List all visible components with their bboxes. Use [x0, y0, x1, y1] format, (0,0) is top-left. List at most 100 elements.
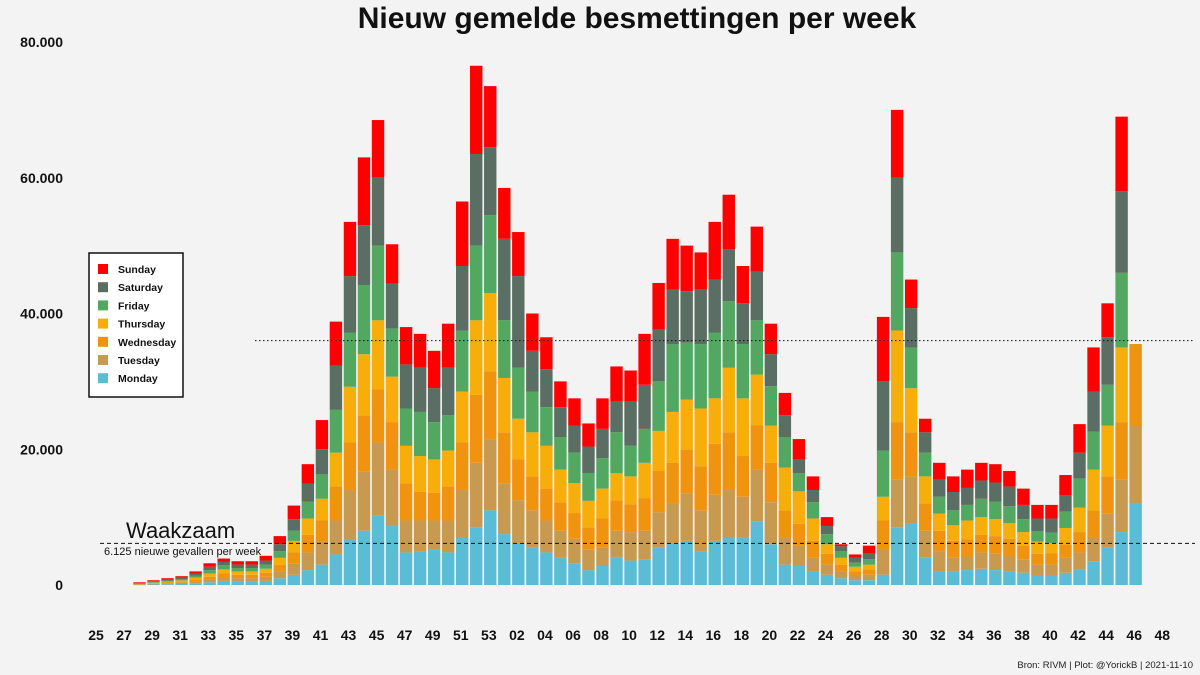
- bar-segment-saturday: [1059, 495, 1072, 512]
- stacked-bar: [792, 439, 806, 585]
- bar-segment-friday: [399, 408, 413, 446]
- bar-segment-sunday: [231, 561, 244, 565]
- bar-segment-monday: [834, 578, 848, 585]
- x-tick-label: 10: [621, 627, 637, 643]
- bar-segment-thursday: [876, 496, 890, 521]
- bar-segment-friday: [876, 450, 890, 497]
- stacked-bar: [1073, 424, 1086, 585]
- bar-segment-sunday: [848, 554, 862, 558]
- bar-segment-tuesday: [862, 574, 876, 581]
- bar-segment-friday: [638, 428, 651, 463]
- bar-segment-monday: [1045, 575, 1058, 585]
- bar-segment-saturday: [890, 177, 904, 253]
- stacked-bar: [329, 321, 343, 585]
- bar-segment-tuesday: [315, 541, 329, 565]
- x-tick-label: 12: [649, 627, 665, 643]
- bar-segment-thursday: [764, 425, 778, 463]
- x-tick-label: 26: [846, 627, 862, 643]
- stacked-bar: [848, 554, 862, 585]
- stacked-bar: [287, 505, 301, 585]
- bar-segment-tuesday: [301, 552, 315, 571]
- bar-segment-thursday: [1003, 523, 1016, 539]
- bar-segment-monday: [624, 560, 637, 585]
- bar-segment-saturday: [947, 492, 960, 511]
- bar-segment-monday: [189, 583, 202, 585]
- bar-segment-thursday: [245, 571, 258, 575]
- bar-segment-tuesday: [904, 476, 918, 524]
- stacked-bar: [989, 464, 1002, 585]
- legend-label-thursday: Thursday: [118, 319, 165, 331]
- bar-segment-sunday: [329, 321, 343, 366]
- bar-segment-friday: [764, 386, 778, 426]
- x-tick-label: 02: [509, 627, 525, 643]
- bar-segment-sunday: [1115, 116, 1128, 192]
- bar-segment-tuesday: [610, 530, 623, 558]
- legend: Sunday Saturday Friday Thursday Wednesday Tue…: [88, 252, 184, 398]
- bar-segment-sunday: [947, 476, 960, 493]
- bar-segment-sunday: [1101, 303, 1114, 338]
- bar-segment-saturday: [470, 153, 483, 246]
- x-tick-label: 25: [88, 627, 104, 643]
- bar-segment-saturday: [161, 579, 174, 581]
- bar-segment-tuesday: [961, 556, 974, 571]
- bar-segment-thursday: [708, 398, 721, 444]
- bar-segment-thursday: [512, 418, 525, 460]
- stacked-bar: [175, 576, 188, 585]
- bar-segment-monday: [1101, 547, 1114, 585]
- x-tick-label: 44: [1098, 627, 1114, 643]
- stacked-bar: [1101, 303, 1114, 585]
- bar-segment-monday: [582, 570, 595, 585]
- bar-segment-thursday: [904, 388, 918, 433]
- bar-segment-tuesday: [203, 579, 216, 583]
- bar-segment-friday: [301, 501, 315, 519]
- bar-segment-friday: [427, 422, 441, 460]
- bar-segment-monday: [133, 584, 146, 586]
- bar-segment-friday: [792, 473, 806, 492]
- bar-segment-monday: [708, 540, 721, 585]
- bar-segment-monday: [329, 554, 343, 585]
- x-tick-label: 31: [172, 627, 188, 643]
- bar-segment-sunday: [245, 561, 258, 565]
- bar-segment-tuesday: [385, 469, 399, 526]
- bar-segment-friday: [947, 510, 960, 526]
- stacked-bar: [259, 555, 272, 585]
- bar-segment-friday: [371, 245, 385, 321]
- bar-segment-sunday: [933, 462, 946, 480]
- bar-segment-thursday: [778, 467, 792, 511]
- bar-segment-tuesday: [161, 583, 174, 585]
- stacked-bar: [343, 221, 357, 585]
- bar-segment-tuesday: [512, 500, 525, 543]
- x-tick-label: 16: [706, 627, 722, 643]
- bar-segment-tuesday: [1059, 557, 1072, 573]
- bar-segment-monday: [175, 583, 188, 585]
- bar-segment-monday: [259, 580, 272, 585]
- bar-segment-sunday: [989, 464, 1002, 483]
- bar-segment-friday: [484, 215, 497, 294]
- bar-segment-sunday: [806, 476, 820, 490]
- bar-segment-wednesday: [343, 442, 357, 490]
- bar-segment-saturday: [876, 381, 890, 451]
- bar-segment-saturday: [848, 557, 862, 563]
- stacked-bar: [862, 545, 876, 585]
- bar-segment-monday: [961, 570, 974, 585]
- bar-segment-sunday: [273, 536, 286, 545]
- bar-segment-monday: [470, 527, 483, 585]
- bar-segment-sunday: [904, 279, 918, 309]
- bar-segment-friday: [498, 320, 511, 378]
- legend-swatch-wednesday: [98, 336, 108, 347]
- bar-segment-friday: [750, 320, 764, 375]
- bar-segment-friday: [568, 452, 581, 484]
- bar-segment-monday: [638, 559, 651, 585]
- bar-segment-wednesday: [301, 534, 315, 553]
- bar-segment-wednesday: [231, 574, 244, 579]
- bar-segment-thursday: [568, 483, 581, 514]
- bar-segment-friday: [1073, 478, 1086, 508]
- bar-segment-tuesday: [918, 530, 932, 558]
- bar-segment-monday: [315, 564, 329, 585]
- bar-segment-sunday: [764, 323, 778, 355]
- bar-segment-tuesday: [624, 532, 637, 561]
- bar-segment-sunday: [189, 571, 202, 574]
- bar-segment-saturday: [862, 553, 876, 560]
- bar-segment-sunday: [427, 350, 441, 389]
